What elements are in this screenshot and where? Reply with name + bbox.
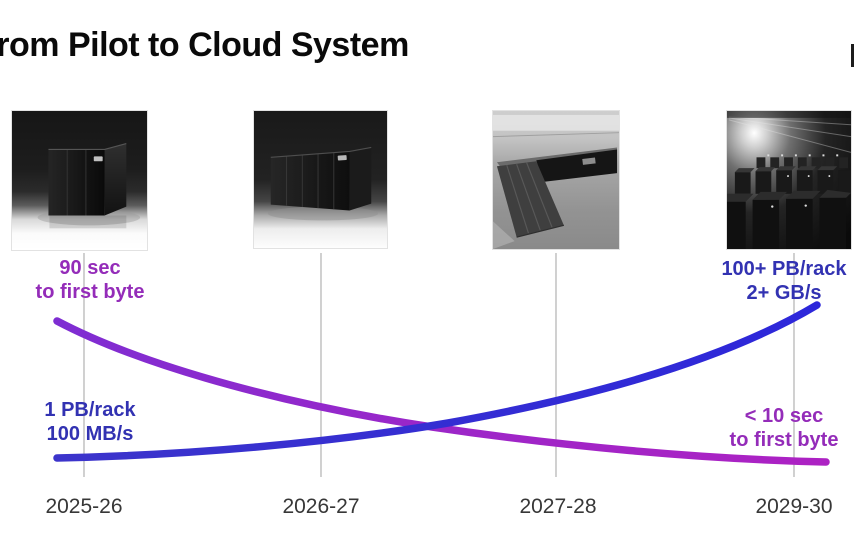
rack-row-illustration — [493, 111, 619, 249]
year-label-2027-28: 2027-28 — [519, 495, 597, 518]
datacenter-hall-illustration — [727, 111, 851, 249]
annotation-latency-start: 90 sec to first byte — [5, 256, 175, 304]
annotation-line: < 10 sec — [744, 405, 824, 427]
annotation-capacity-start: 1 PB/rack 100 MB/s — [5, 398, 175, 446]
annotation-line: 2+ GB/s — [746, 282, 822, 304]
annotation-capacity-end: 100+ PB/rack 2+ GB/s — [710, 257, 854, 305]
cluster-racks-illustration — [254, 111, 387, 248]
photo-pilot-rack — [11, 110, 148, 251]
year-label-2026-27: 2026-27 — [282, 495, 360, 518]
annotation-line: to first byte — [35, 281, 145, 303]
cropped-text-fragment — [851, 44, 854, 67]
annotation-line: 1 PB/rack — [44, 399, 136, 421]
year-label-2025-26: 2025-26 — [45, 495, 123, 518]
photo-cluster-racks — [253, 110, 388, 249]
annotation-line: 100 MB/s — [46, 423, 134, 445]
pilot-rack-illustration — [12, 111, 147, 250]
year-label-2029-30: 2029-30 — [755, 495, 833, 518]
timeline-gridlines — [83, 253, 795, 477]
annotation-line: 100+ PB/rack — [721, 258, 847, 280]
photo-rack-row — [492, 110, 620, 250]
annotation-latency-end: < 10 sec to first byte — [710, 404, 854, 452]
photo-datacenter-hall — [726, 110, 852, 250]
page-title: From Pilot to Cloud System — [0, 26, 409, 64]
annotation-line: 90 sec — [59, 257, 121, 279]
annotation-line: to first byte — [729, 429, 839, 451]
